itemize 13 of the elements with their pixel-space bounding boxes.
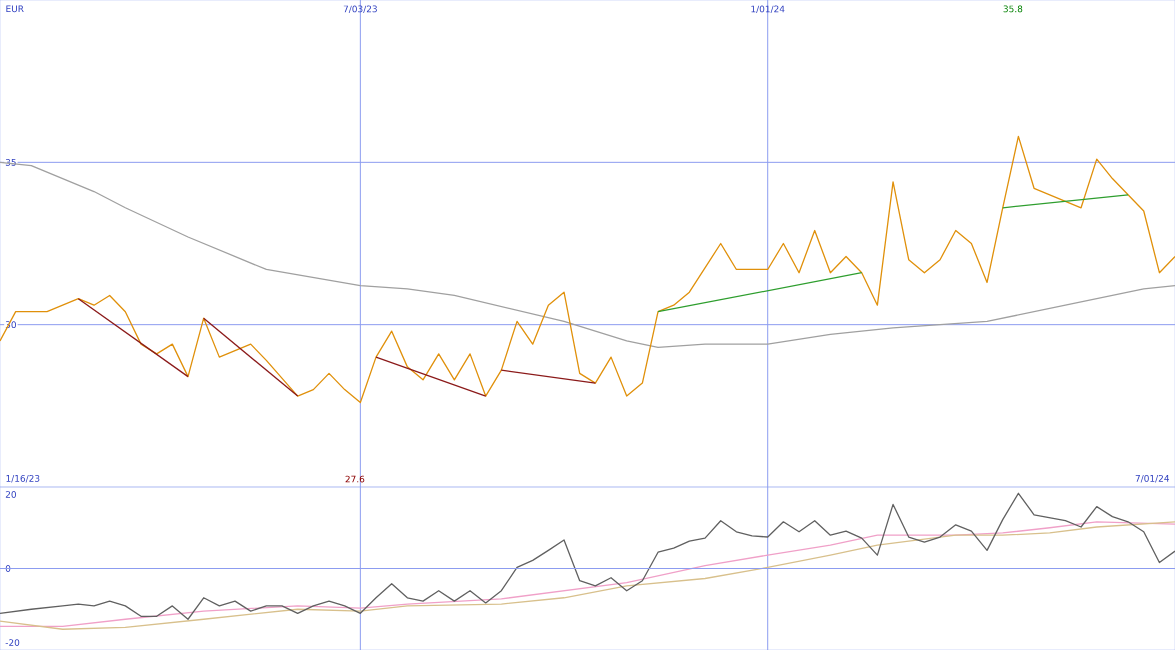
x-tick-label: 7/03/23 <box>343 5 377 13</box>
annotation: EUR <box>6 5 24 13</box>
y-tick-label: 20 <box>5 491 17 498</box>
annotation: 27.6 <box>345 475 365 483</box>
annotation: 1/16/23 <box>6 474 40 483</box>
line-series <box>0 135 1175 404</box>
x-tick-label: 1/01/24 <box>751 5 785 13</box>
annotation: 7/01/24 <box>1135 474 1170 483</box>
y-tick-label: -20 <box>5 639 20 646</box>
line-series <box>0 492 1175 620</box>
annotation: 35.8 <box>1003 5 1023 13</box>
line-series <box>0 161 1175 349</box>
y-tick-label: 35 <box>5 158 16 166</box>
